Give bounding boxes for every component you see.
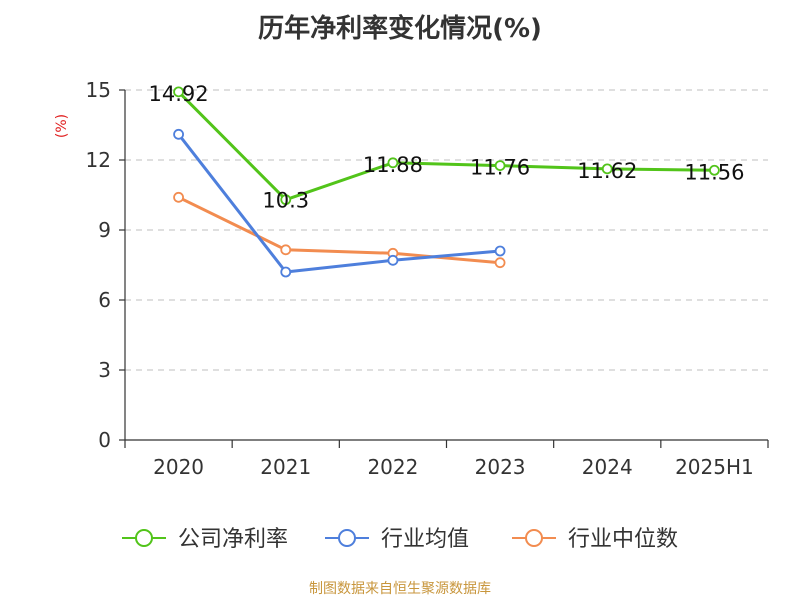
data-label: 11.62: [577, 159, 637, 183]
legend-marker: [338, 529, 356, 547]
legend-label: 公司净利率: [178, 527, 288, 552]
legend-label: 行业中位数: [568, 527, 678, 552]
data-label: 10.3: [262, 189, 309, 213]
data-label: 14.92: [149, 82, 209, 106]
x-tick-label: 2020: [153, 455, 204, 479]
data-label: 11.88: [363, 153, 423, 177]
data-point: [173, 128, 184, 140]
y-tick-label: 9: [98, 218, 111, 242]
data-point: [601, 163, 613, 175]
x-tick-label: 2024: [582, 455, 633, 479]
series: 14.92 10.3 11.88 11.76 11.62 11.56: [149, 82, 744, 278]
data-point: [494, 257, 506, 269]
data-point: [387, 157, 399, 169]
data-point: [280, 266, 292, 278]
x-tick-label: 2023: [475, 455, 526, 479]
y-axis-label: (%): [54, 114, 70, 138]
data-point: [173, 191, 184, 203]
data-point: [280, 244, 292, 256]
legend-marker: [525, 529, 543, 547]
series-line: [177, 90, 715, 202]
data-point: [494, 160, 506, 172]
legend-marker: [135, 529, 153, 547]
source-note: 制图数据来自恒生聚源数据库: [309, 581, 491, 597]
y-tick-label: 6: [98, 288, 111, 312]
x-tick-label: 2025H1: [675, 455, 754, 479]
data-label: 11.56: [684, 160, 744, 184]
legend: 公司净利率 行业均值 行业中位数: [122, 527, 678, 552]
series-line: [177, 133, 501, 274]
y-tick-label: 3: [98, 358, 111, 382]
series-line: [177, 195, 501, 265]
data-point: [387, 254, 399, 266]
data-point: [280, 194, 292, 206]
x-tick-label: 2022: [367, 455, 418, 479]
legend-label: 行业均值: [381, 527, 469, 552]
y-tick-label: 12: [86, 148, 111, 172]
y-tick-label: 0: [98, 428, 111, 452]
data-point: [709, 164, 720, 176]
data-label: 11.76: [470, 156, 530, 180]
chart-title: 历年净利率变化情况(%): [258, 14, 542, 44]
x-tick-label: 2021: [260, 455, 311, 479]
data-point: [173, 86, 184, 98]
axes: 0 3 6 9 12 15 2020 2021 2022 2023 2024 2025H1: [86, 78, 769, 479]
data-point: [494, 245, 506, 257]
grid-lines: [125, 89, 768, 371]
y-tick-label: 15: [86, 78, 111, 102]
